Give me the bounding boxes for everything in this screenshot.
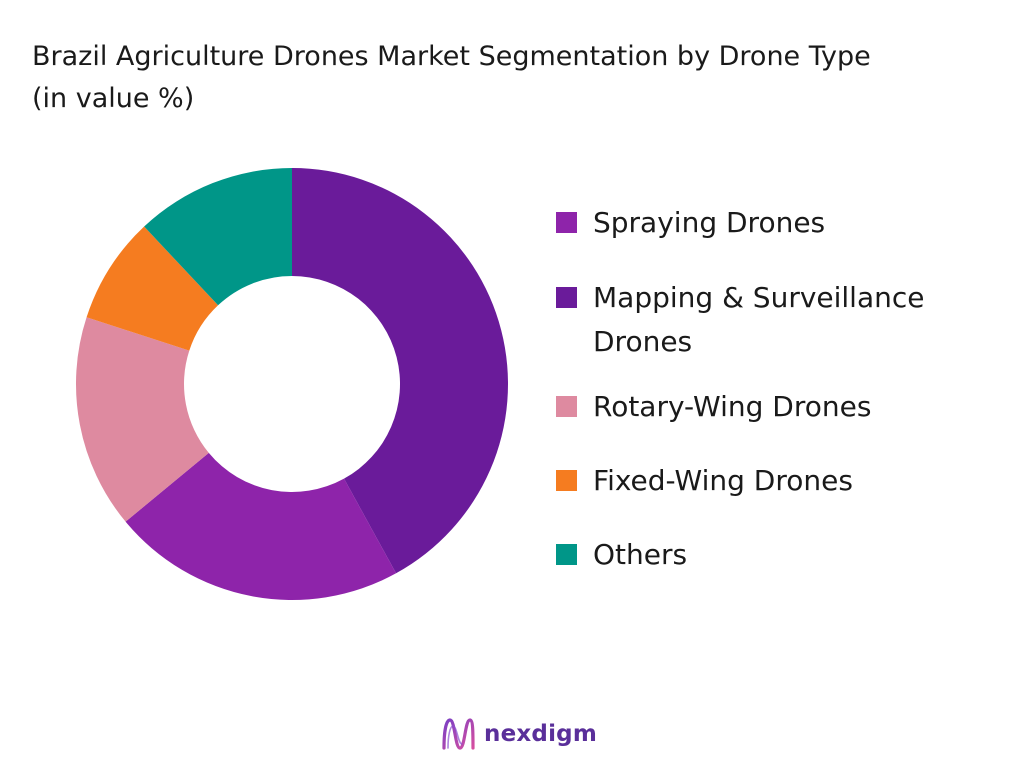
brand-name: nexdigm [484,721,597,747]
legend-swatch-rotary-wing-drones [556,396,577,417]
donut-slice-fixed-wing-drones [86,226,219,351]
nexdigm-logo-icon [442,718,475,750]
donut-slice-spraying-drones [125,452,397,600]
legend-item-spraying-drones: Spraying Drones [556,201,1016,245]
legend-label-fixed-wing-drones: Fixed-Wing Drones [593,464,853,497]
legend-swatch-mapping-surveillance-drones [556,287,577,308]
brand-footer: nexdigm [440,714,597,754]
legend-label-spraying-drones: Spraying Drones [593,206,826,239]
donut-slice-rotary-wing-drones [75,317,209,522]
legend-label-others: Others [593,538,688,571]
legend-item-others: Others [556,533,1016,577]
legend-swatch-others [556,544,577,565]
legend-swatch-spraying-drones [556,212,577,233]
donut-slice-mapping-surveillance-drones [292,168,508,574]
legend-label-rotary-wing-drones: Rotary-Wing Drones [593,390,872,423]
donut-slice-others [144,168,292,306]
legend-item-fixed-wing-drones: Fixed-Wing Drones [556,459,1016,503]
legend-swatch-fixed-wing-drones [556,470,577,491]
legend-label-mapping-surveillance-drones: Mapping & Surveillance Drones [593,281,925,358]
chart-title: Brazil Agriculture Drones Market Segment… [32,41,871,114]
legend-item-rotary-wing-drones: Rotary-Wing Drones [556,385,1016,429]
legend-item-mapping-surveillance-drones: Mapping & Surveillance Drones [556,276,1016,364]
